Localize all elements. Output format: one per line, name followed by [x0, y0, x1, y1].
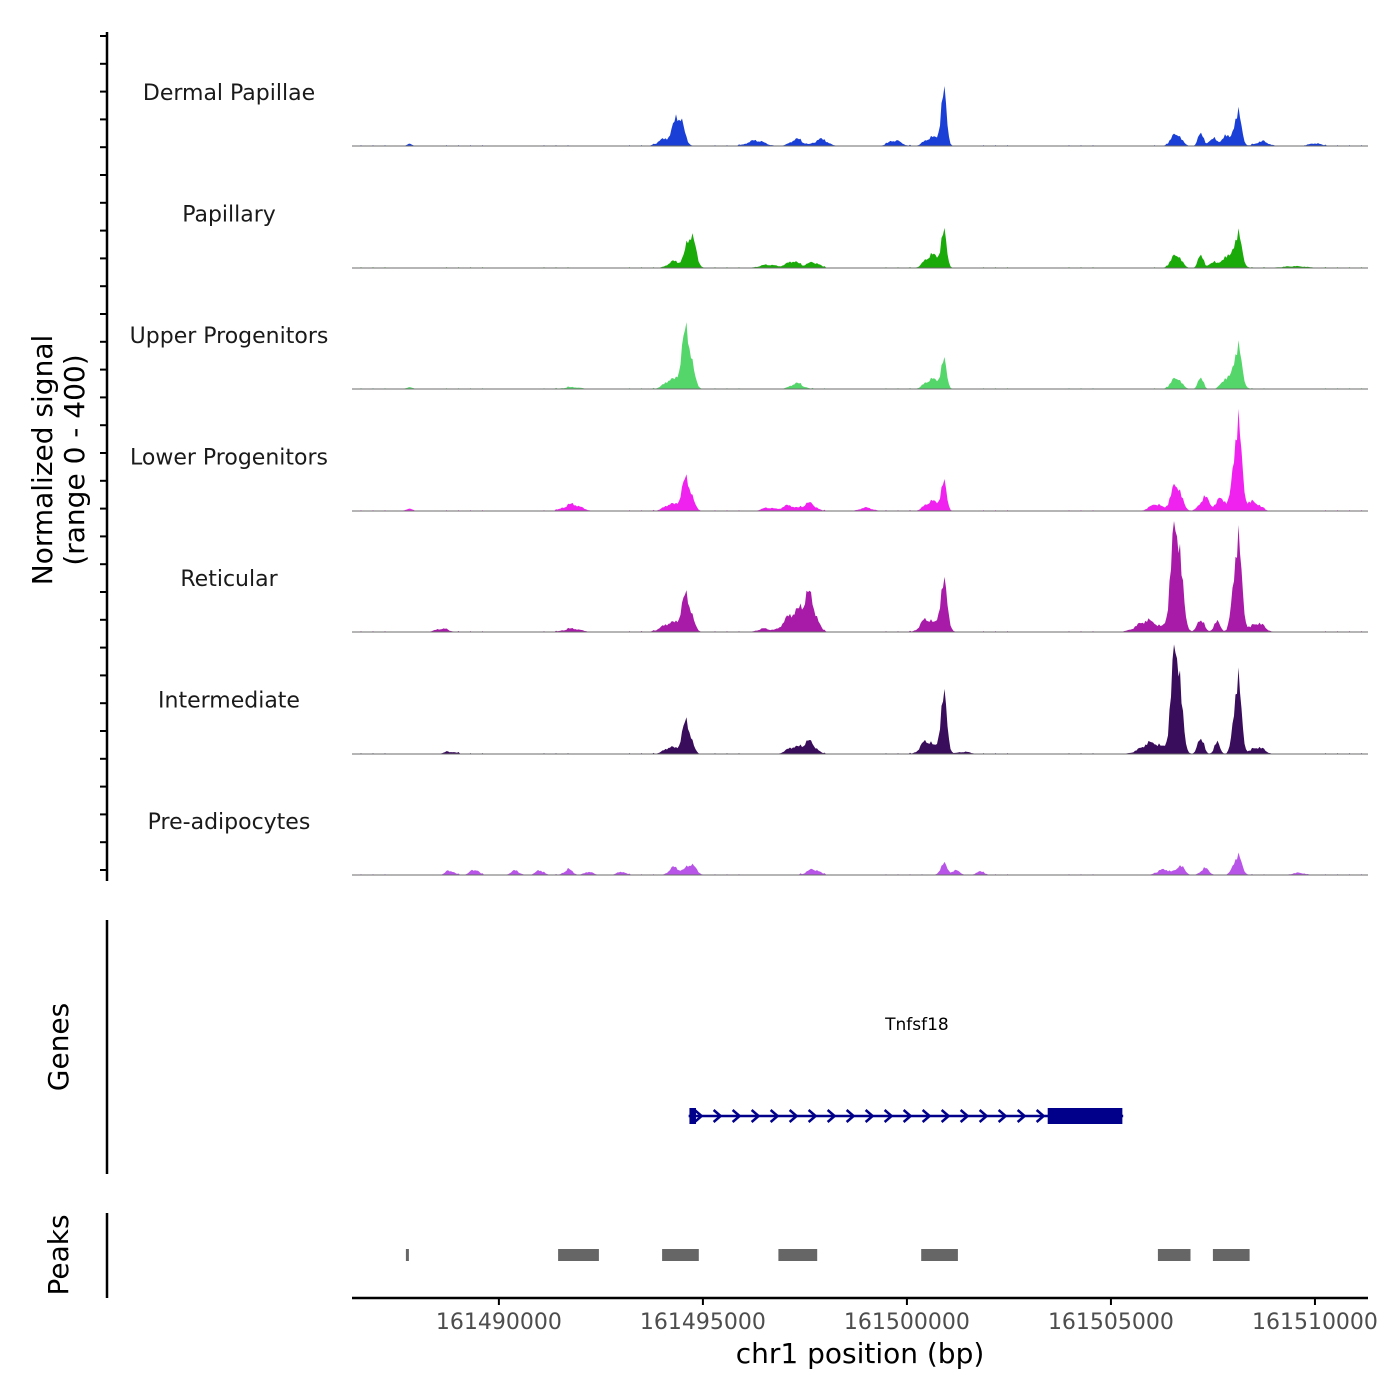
track-reticular: Reticular — [180, 521, 1368, 633]
track-label: Upper Progenitors — [130, 324, 329, 349]
coverage-tracks: Dermal Papillae Papillary Upper Progenitor… — [130, 81, 1368, 876]
strand-arrow-icon — [750, 1109, 761, 1123]
strand-arrow-icon — [788, 1109, 799, 1123]
track-upper-progenitors: Upper Progenitors — [130, 322, 1368, 390]
strand-arrow-icon — [1016, 1109, 1027, 1123]
coverage-area — [352, 322, 1368, 389]
peak-region — [1212, 1249, 1250, 1261]
track-label: Intermediate — [158, 689, 300, 714]
coverage-area — [352, 408, 1368, 511]
signal-axis — [100, 32, 109, 881]
gene-exon — [1047, 1108, 1123, 1124]
strand-arrow-icon — [940, 1109, 951, 1123]
track-lower-progenitors: Lower Progenitors — [130, 408, 1368, 512]
x-axis: 161490000 161495000 161500000 161505000 1615… — [352, 1296, 1378, 1335]
gene-track: Tnfsf18 — [688, 1015, 1124, 1124]
track-label: Pre-adipocytes — [148, 810, 311, 835]
peak-track — [405, 1249, 1250, 1261]
coverage-area — [352, 227, 1368, 268]
x-tick-label: 161505000 — [1048, 1310, 1174, 1335]
genes-axis-title: Genes — [42, 1003, 75, 1091]
coverage-area — [352, 86, 1368, 146]
strand-arrow-icon — [902, 1109, 913, 1123]
x-tick-label: 161495000 — [640, 1310, 766, 1335]
peaks-axis-title: Peaks — [42, 1214, 75, 1295]
peak-region — [778, 1249, 818, 1261]
track-dermal-papillae: Dermal Papillae — [143, 81, 1368, 147]
peak-region — [1157, 1249, 1191, 1261]
peak-region — [405, 1249, 409, 1261]
strand-arrow-icon — [826, 1109, 837, 1123]
y-axis-subtitle: (range 0 - 400) — [58, 354, 91, 565]
strand-arrow-icon — [959, 1109, 970, 1123]
strand-arrow-icon — [712, 1109, 723, 1123]
strand-arrow-icon — [997, 1109, 1008, 1123]
coverage-area — [352, 644, 1368, 754]
peak-region — [921, 1249, 958, 1261]
strand-arrow-icon — [769, 1109, 780, 1123]
y-axis-title: Normalized signal — [26, 335, 59, 586]
peak-region — [558, 1249, 599, 1261]
gene-exon — [689, 1108, 696, 1124]
track-label: Papillary — [182, 203, 276, 228]
track-label: Dermal Papillae — [143, 81, 315, 106]
track-pre-adipocytes: Pre-adipocytes — [148, 810, 1368, 876]
strand-arrow-icon — [731, 1109, 742, 1123]
strand-arrow-icon — [864, 1109, 875, 1123]
strand-arrow-icon — [978, 1109, 989, 1123]
strand-arrow-icon — [693, 1109, 704, 1123]
strand-arrow-icon — [1035, 1109, 1046, 1123]
gene-label: Tnfsf18 — [884, 1015, 949, 1035]
strand-arrow-icon — [807, 1109, 818, 1123]
track-papillary: Papillary — [182, 203, 1368, 269]
track-label: Lower Progenitors — [130, 446, 328, 471]
x-axis-title: chr1 position (bp) — [736, 1337, 985, 1370]
x-tick-label: 161510000 — [1252, 1310, 1378, 1335]
strand-arrow-icon — [845, 1109, 856, 1123]
strand-arrow-icon — [921, 1109, 932, 1123]
coverage-area — [352, 521, 1368, 632]
strand-arrow-icon — [883, 1109, 894, 1123]
coverage-area — [352, 852, 1368, 875]
track-intermediate: Intermediate — [158, 644, 1368, 755]
track-label: Reticular — [180, 567, 278, 592]
x-tick-label: 161490000 — [436, 1310, 562, 1335]
x-tick-label: 161500000 — [844, 1310, 970, 1335]
peak-region — [662, 1249, 699, 1261]
